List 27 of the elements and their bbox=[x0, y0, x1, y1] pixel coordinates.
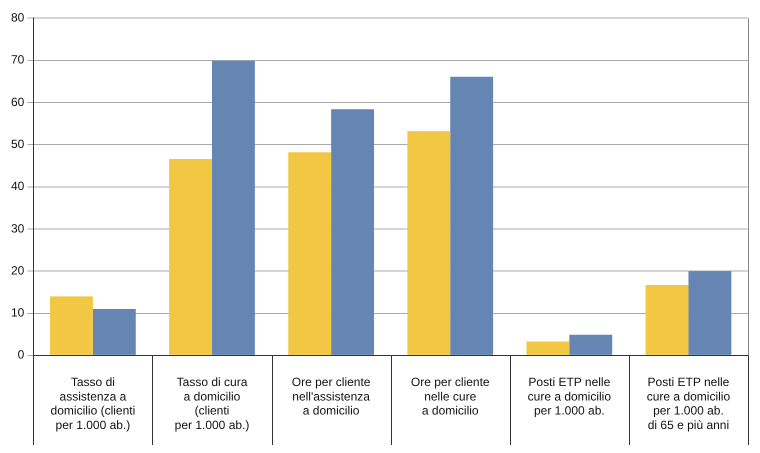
bar bbox=[331, 109, 374, 355]
bar bbox=[526, 341, 570, 355]
bar bbox=[169, 158, 212, 355]
x-tick-label: Tasso di cura a domicilio (clienti per 1.000 ab.) bbox=[174, 374, 250, 432]
x-tick-label: Ore per cliente nell'assistenza a domicilio bbox=[292, 374, 371, 418]
y-tick-label: 0 bbox=[18, 348, 25, 362]
y-tick-label: 60 bbox=[10, 94, 25, 109]
x-tick-label: Ore per cliente nelle cure a domicilio bbox=[410, 374, 490, 418]
bar bbox=[569, 334, 612, 355]
y-tick-label: 10 bbox=[10, 306, 25, 320]
bar bbox=[50, 296, 93, 355]
x-tick-label: Tasso di assistenza a domicilio (clienti per 1.000 ab.) bbox=[50, 374, 136, 432]
bar bbox=[92, 309, 136, 355]
bar bbox=[288, 152, 332, 355]
x-tick-label: Posti ETP nelle cure a domicilio per 1.000 ab. di 65 e più anni bbox=[646, 374, 730, 432]
bar bbox=[646, 285, 688, 355]
bar bbox=[212, 60, 255, 355]
y-tick-label: 40 bbox=[10, 179, 25, 194]
y-tick-label: 20 bbox=[10, 263, 25, 278]
y-tick-label: 80 bbox=[10, 10, 25, 25]
y-tick-label: 70 bbox=[10, 52, 25, 67]
bar bbox=[688, 271, 732, 355]
x-tick-label: Posti ETP nelle cure a domicilio per 1.000 ab. bbox=[528, 374, 612, 418]
y-tick-label: 50 bbox=[10, 136, 25, 151]
y-tick-label: 30 bbox=[10, 221, 25, 236]
bar bbox=[450, 76, 494, 355]
bar bbox=[407, 131, 450, 355]
